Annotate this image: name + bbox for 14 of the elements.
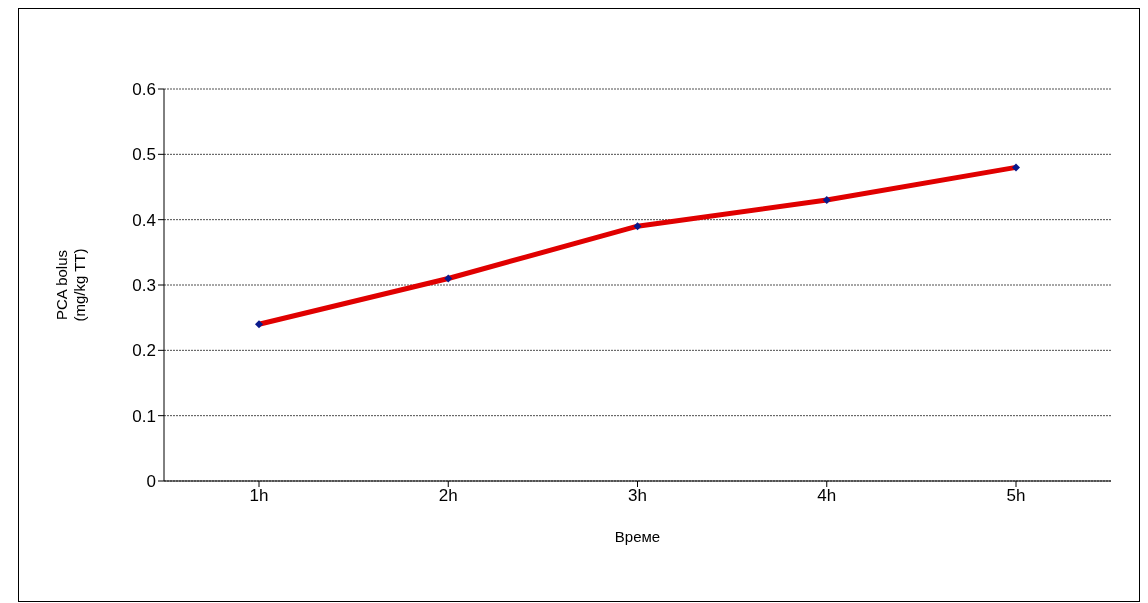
y-tick-label: 0.2 bbox=[132, 341, 156, 361]
y-tick-label: 0.4 bbox=[132, 210, 156, 230]
y-axis-title: PCA bolus (mg/kg TT) bbox=[53, 248, 88, 322]
x-tick-label: 4h bbox=[817, 486, 837, 506]
y-tick-label: 0.6 bbox=[132, 80, 156, 100]
x-tick-label: 3h bbox=[628, 486, 647, 506]
x-axis-title: Време bbox=[614, 527, 661, 545]
x-tick-label: 1h bbox=[249, 486, 269, 506]
y-tick-label: 0.5 bbox=[132, 145, 156, 165]
x-tick-label: 2h bbox=[438, 486, 458, 506]
x-tick-label: 5h bbox=[1006, 486, 1026, 506]
y-tick-label: 0.3 bbox=[132, 276, 156, 296]
y-tick-label: 0.1 bbox=[132, 406, 156, 426]
y-tick-label: 0 bbox=[146, 472, 156, 492]
